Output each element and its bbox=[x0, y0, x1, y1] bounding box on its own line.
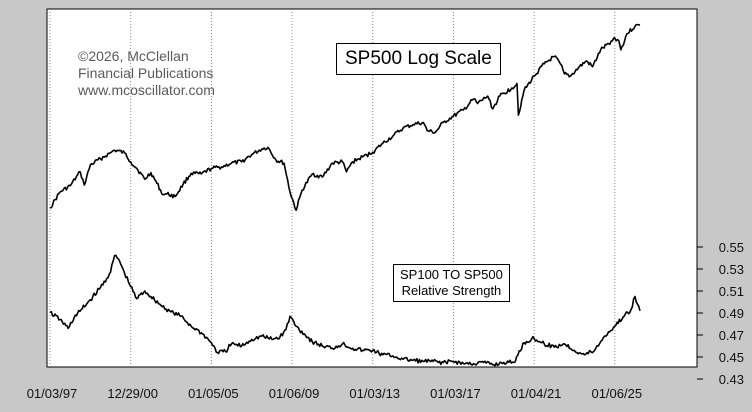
x-tick-label: 01/06/25 bbox=[591, 386, 642, 401]
x-tick-label: 01/06/09 bbox=[269, 386, 320, 401]
series-label-line: SP100 TO SP500 bbox=[400, 267, 503, 282]
series-label-line: Relative Strength bbox=[401, 283, 502, 298]
y-axis: 0.55 0.53 0.51 0.49 0.47 0.45 0.43 bbox=[697, 240, 744, 387]
relative-strength-line bbox=[49, 254, 641, 367]
series-label: SP100 TO SP500 Relative Strength bbox=[393, 264, 510, 302]
y-tick-label: 0.53 bbox=[719, 262, 744, 277]
series-layer bbox=[49, 23, 641, 367]
sp500-line bbox=[49, 23, 641, 211]
x-tick-label: 01/05/05 bbox=[188, 386, 239, 401]
y-tick-label: 0.51 bbox=[719, 284, 744, 299]
copyright-line: ©2026, McClellan bbox=[78, 48, 189, 64]
x-axis: 01/03/97 12/29/00 01/05/05 01/06/09 01/03/13… bbox=[27, 386, 642, 401]
x-tick-label: 01/03/13 bbox=[349, 386, 400, 401]
x-tick-label: 01/03/17 bbox=[430, 386, 481, 401]
copyright-line: www.mcoscillator.com bbox=[78, 82, 215, 98]
chart-title: SP500 Log Scale bbox=[336, 43, 501, 75]
x-tick-label: 01/04/21 bbox=[511, 386, 562, 401]
y-tick-label: 0.45 bbox=[719, 350, 744, 365]
copyright-line: Financial Publications bbox=[78, 65, 214, 81]
y-tick-label: 0.47 bbox=[719, 328, 744, 343]
x-tick-label: 12/29/00 bbox=[107, 386, 158, 401]
y-tick-label: 0.55 bbox=[719, 240, 744, 255]
copyright-notice: ©2026, McClellan Financial Publications … bbox=[78, 48, 278, 99]
y-tick-label: 0.43 bbox=[719, 372, 744, 387]
x-tick-label: 01/03/97 bbox=[27, 386, 78, 401]
y-tick-label: 0.49 bbox=[719, 306, 744, 321]
